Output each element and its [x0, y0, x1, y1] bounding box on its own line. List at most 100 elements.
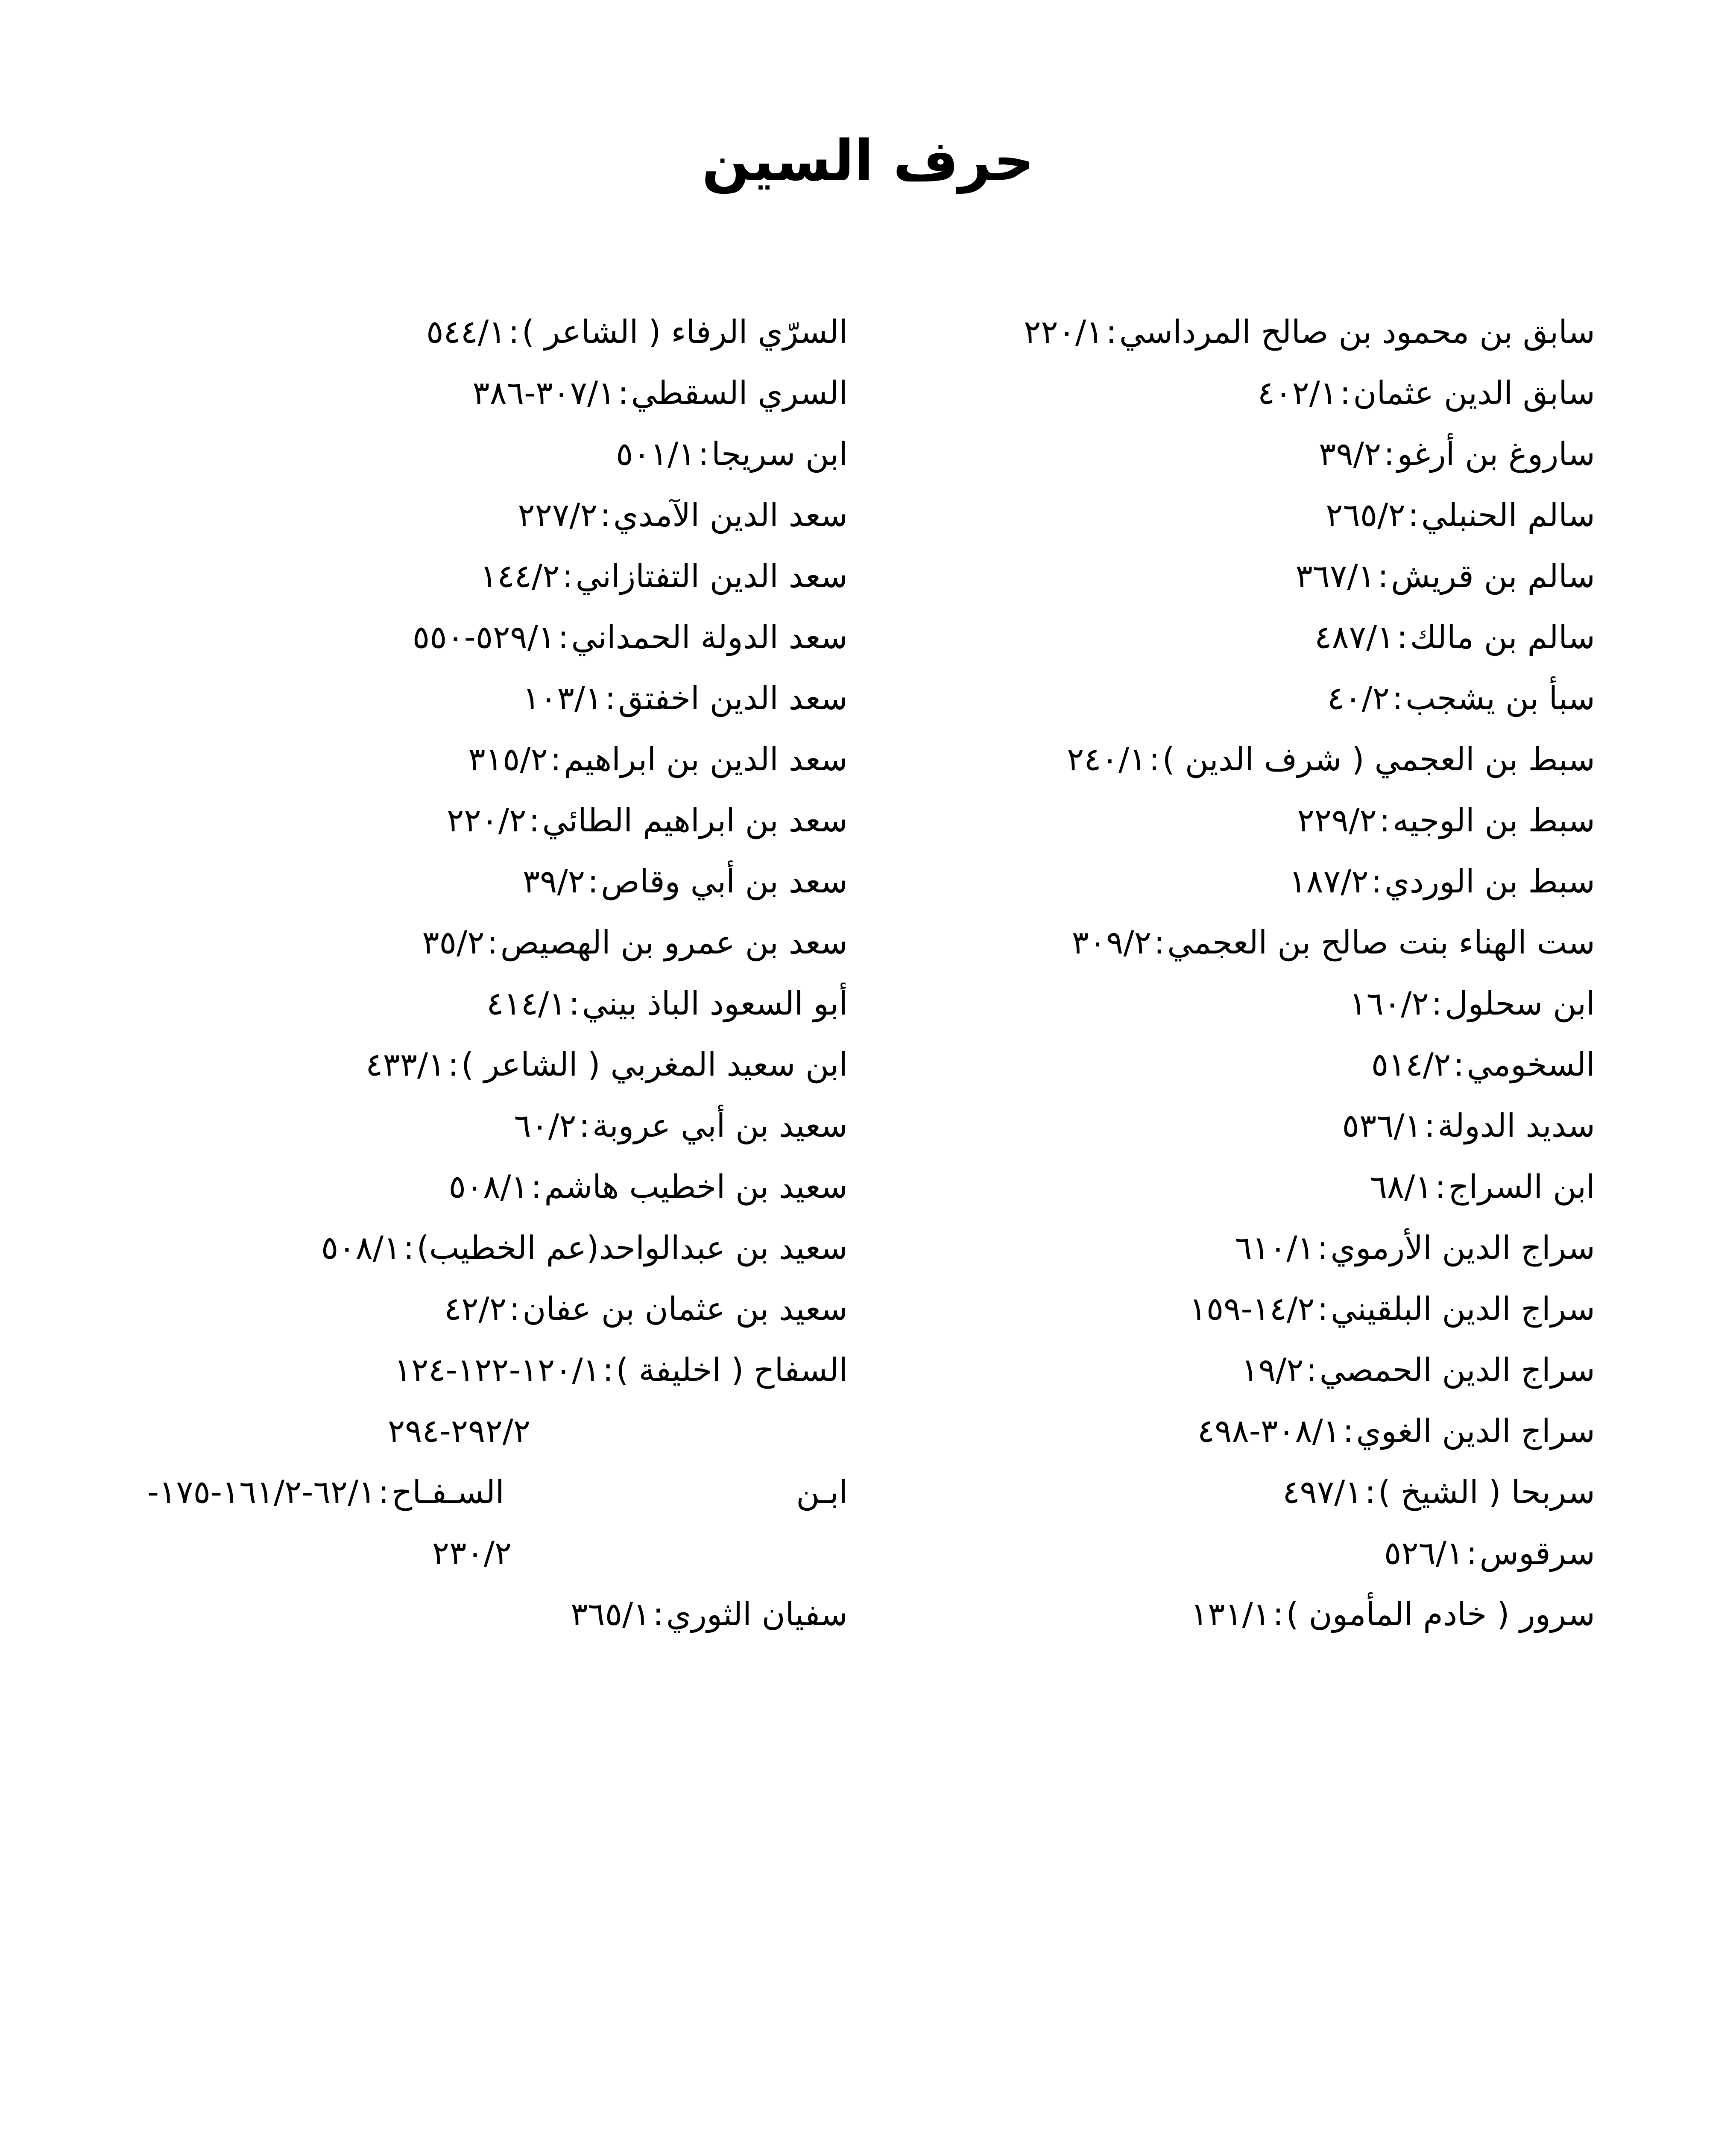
- entry-separator: :: [1340, 374, 1351, 412]
- entry-name: سراج الدين البلقيني: [1330, 1290, 1595, 1328]
- entry-separator: :: [1317, 1229, 1328, 1266]
- index-entry: السفاح ( اخليفة ):١٢٠/١-١٢٢-١٢٤: [147, 1354, 848, 1386]
- entry-name: سعيد بن عثمان بن عفان: [522, 1290, 848, 1328]
- entry-reference: ٤٣٣/١: [366, 1046, 445, 1083]
- entry-name: سربحا ( الشيخ ): [1378, 1473, 1595, 1511]
- index-entry: سعيد بن اخطيب هاشم:٥٠٨/١: [147, 1171, 848, 1203]
- entry-separator: :: [588, 863, 599, 900]
- entry-name: ابن السراج: [1448, 1168, 1595, 1205]
- page-heading: حرف السين: [702, 128, 1034, 194]
- entry-reference: ١٦٠/٢: [1349, 985, 1429, 1022]
- index-entry: أبو السعود الباذ بيني:٤١٤/١: [147, 988, 848, 1020]
- index-entry: سراج الدين البلقيني:١٤/٢-١٥٩: [895, 1293, 1595, 1325]
- entry-name: ابـن السـفـاح: [391, 1473, 848, 1511]
- entry-separator: :: [562, 557, 573, 595]
- entry-separator: :: [579, 1107, 590, 1144]
- index-entry: سعد بن أبي وقاص:٣٩/٢: [147, 866, 848, 898]
- index-entry: ابـن السـفـاح:٦٢/١-١٦١/٢-١٧٥-: [147, 1476, 848, 1508]
- index-entry: سديد الدولة:٥٣٦/١: [895, 1110, 1595, 1142]
- entry-name: سرور ( خادم المأمون ): [1286, 1595, 1595, 1633]
- index-entry: ست الهناء بنت صالح بن العجمي:٣٠٩/٢: [895, 927, 1595, 959]
- index-entry: سعد الدين التفتازاني:١٤٤/٢: [147, 560, 848, 592]
- entry-name: سعد الدين التفتازاني: [575, 557, 848, 595]
- entry-name: ابن سحلول: [1445, 985, 1595, 1022]
- entry-separator: :: [653, 1595, 664, 1633]
- entry-reference: ٥٤٤/١: [426, 313, 506, 351]
- entry-name: ابن سريجا: [711, 435, 848, 473]
- entry-separator: :: [1453, 1046, 1464, 1083]
- index-entry: سفيان الثوري:٣٦٥/١: [147, 1598, 848, 1630]
- entry-name: ساروغ بن أرغو: [1397, 435, 1595, 473]
- index-entry: سعيد بن أبي عروبة:٦٠/٢: [147, 1110, 848, 1142]
- entry-reference: ٤٨٧/١: [1314, 618, 1394, 656]
- entry-name: سعد الدين الآمدي: [613, 496, 848, 534]
- entry-reference: ٣١٥/٢: [468, 740, 548, 778]
- entry-reference: ٦١٠/١: [1235, 1229, 1315, 1266]
- index-entry: السخومي:٥١٤/٢: [895, 1049, 1595, 1081]
- index-entry: ابن سريجا:٥٠١/١: [147, 438, 848, 470]
- entry-reference: ١٩/٢: [1241, 1351, 1304, 1389]
- index-entry: ساروغ بن أرغو:٣٩/٢: [895, 438, 1595, 470]
- entry-name: سالم الحنبلي: [1421, 496, 1595, 534]
- entry-name: سبط بن العجمي ( شرف الدين ): [1162, 740, 1595, 778]
- entry-reference: ٢٦٥/٢: [1326, 496, 1405, 534]
- index-entry: سعد بن ابراهيم الطائي:٢٢٠/٢: [147, 804, 848, 836]
- entry-separator: :: [1434, 1168, 1446, 1205]
- entry-reference: ٣٠٨/١-٤٩٨: [1197, 1412, 1341, 1450]
- index-entry: السرّي الرفاء ( الشاعر ):٥٤٤/١: [147, 316, 848, 348]
- entry-reference: ٣٠٧/١-٣٨٦: [472, 374, 615, 412]
- entry-name: سراج الدين الأرموي: [1330, 1229, 1595, 1266]
- entry-reference: ٤١٤/١: [486, 985, 566, 1022]
- index-entry: سبط بن الوجيه:٢٢٩/٢: [895, 804, 1595, 836]
- entry-separator: :: [698, 435, 709, 473]
- entry-reference: ٥٢٦/١: [1384, 1534, 1464, 1572]
- entry-reference: ٥٠٨/١: [321, 1229, 401, 1266]
- index-entry: ابن سعيد المغربي ( الشاعر ):٤٣٣/١: [147, 1049, 848, 1081]
- index-entry: سبط بن العجمي ( شرف الدين ):٢٤٠/١: [895, 743, 1595, 775]
- entry-separator: :: [605, 679, 616, 717]
- index-entry: سراج الدين الأرموي:٦١٠/١: [895, 1232, 1595, 1264]
- entry-reference: ١٨٧/٢: [1289, 863, 1369, 900]
- index-entry: سعد بن عمرو بن الهصيص:٣٥/٢: [147, 927, 848, 959]
- entry-reference: ٣٦٧/١: [1295, 557, 1375, 595]
- entry-separator: :: [1149, 740, 1160, 778]
- entry-separator: :: [1371, 863, 1382, 900]
- index-entry-continuation: ٢٣٠/٢: [432, 1534, 512, 1572]
- index-entry: سبأ بن يشجب:٤٠/٢: [895, 682, 1595, 714]
- entry-name: سبط بن الوجيه: [1393, 801, 1595, 839]
- index-entry: سعد الدين الآمدي:٢٢٧/٢: [147, 499, 848, 531]
- entry-separator: :: [603, 1351, 614, 1389]
- entry-separator: :: [600, 496, 611, 534]
- entry-reference: ٥١٤/٢: [1371, 1046, 1451, 1083]
- entry-separator: :: [403, 1229, 414, 1266]
- entry-reference: ٦٠/٢: [514, 1107, 577, 1144]
- entry-separator: :: [558, 618, 569, 656]
- index-entry: سربحا ( الشيخ ):٤٩٧/١: [895, 1476, 1595, 1508]
- entry-name: سراج الدين الغوي: [1356, 1412, 1595, 1450]
- entry-name: سعيد بن عبدالواحد(عم الخطيب): [416, 1229, 848, 1266]
- index-column-left: السرّي الرفاء ( الشاعر ):٥٤٤/١ السري الس…: [147, 316, 848, 2109]
- index-entry: سالم الحنبلي:٢٦٥/٢: [895, 499, 1595, 531]
- entry-name: سعد الدولة الحمداني: [571, 618, 848, 656]
- entry-name: سعيد بن اخطيب هاشم: [544, 1168, 848, 1205]
- entry-name: السفاح ( اخليفة ): [616, 1351, 848, 1389]
- entry-name: سعد الدين بن ابراهيم: [564, 740, 848, 778]
- index-entry: سرور ( خادم المأمون ):١٣١/١: [895, 1598, 1595, 1630]
- entry-separator: :: [1379, 801, 1391, 839]
- entry-name: سابق الدين عثمان: [1353, 374, 1595, 412]
- entry-name: سعيد بن أبي عروبة: [592, 1107, 848, 1144]
- entry-name: سبط بن الوردي: [1384, 863, 1595, 900]
- entry-reference: ٣٠٩/٢: [1071, 924, 1151, 961]
- entry-name: سراج الدين الحمصي: [1319, 1351, 1595, 1389]
- entry-separator: :: [1377, 557, 1389, 595]
- index-entry: ابن السراج:٦٨/١: [895, 1171, 1595, 1203]
- entry-reference: ٥٠١/١: [616, 435, 696, 473]
- entry-reference: ٤٠/٢: [1327, 679, 1390, 717]
- entry-separator: :: [1466, 1534, 1477, 1572]
- entry-separator: :: [487, 924, 498, 961]
- index-column-right: سابق بن محمود بن صالح المرداسي:٢٢٠/١ ساب…: [895, 316, 1595, 2109]
- entry-name: ست الهناء بنت صالح بن العجمي: [1167, 924, 1595, 961]
- entry-name: سفيان الثوري: [666, 1595, 848, 1633]
- entry-reference: ٤٠٢/١: [1257, 374, 1338, 412]
